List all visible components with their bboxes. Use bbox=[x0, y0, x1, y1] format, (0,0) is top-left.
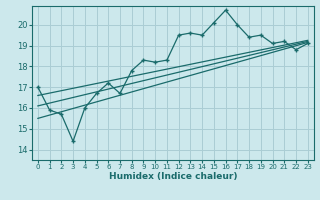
X-axis label: Humidex (Indice chaleur): Humidex (Indice chaleur) bbox=[108, 172, 237, 181]
